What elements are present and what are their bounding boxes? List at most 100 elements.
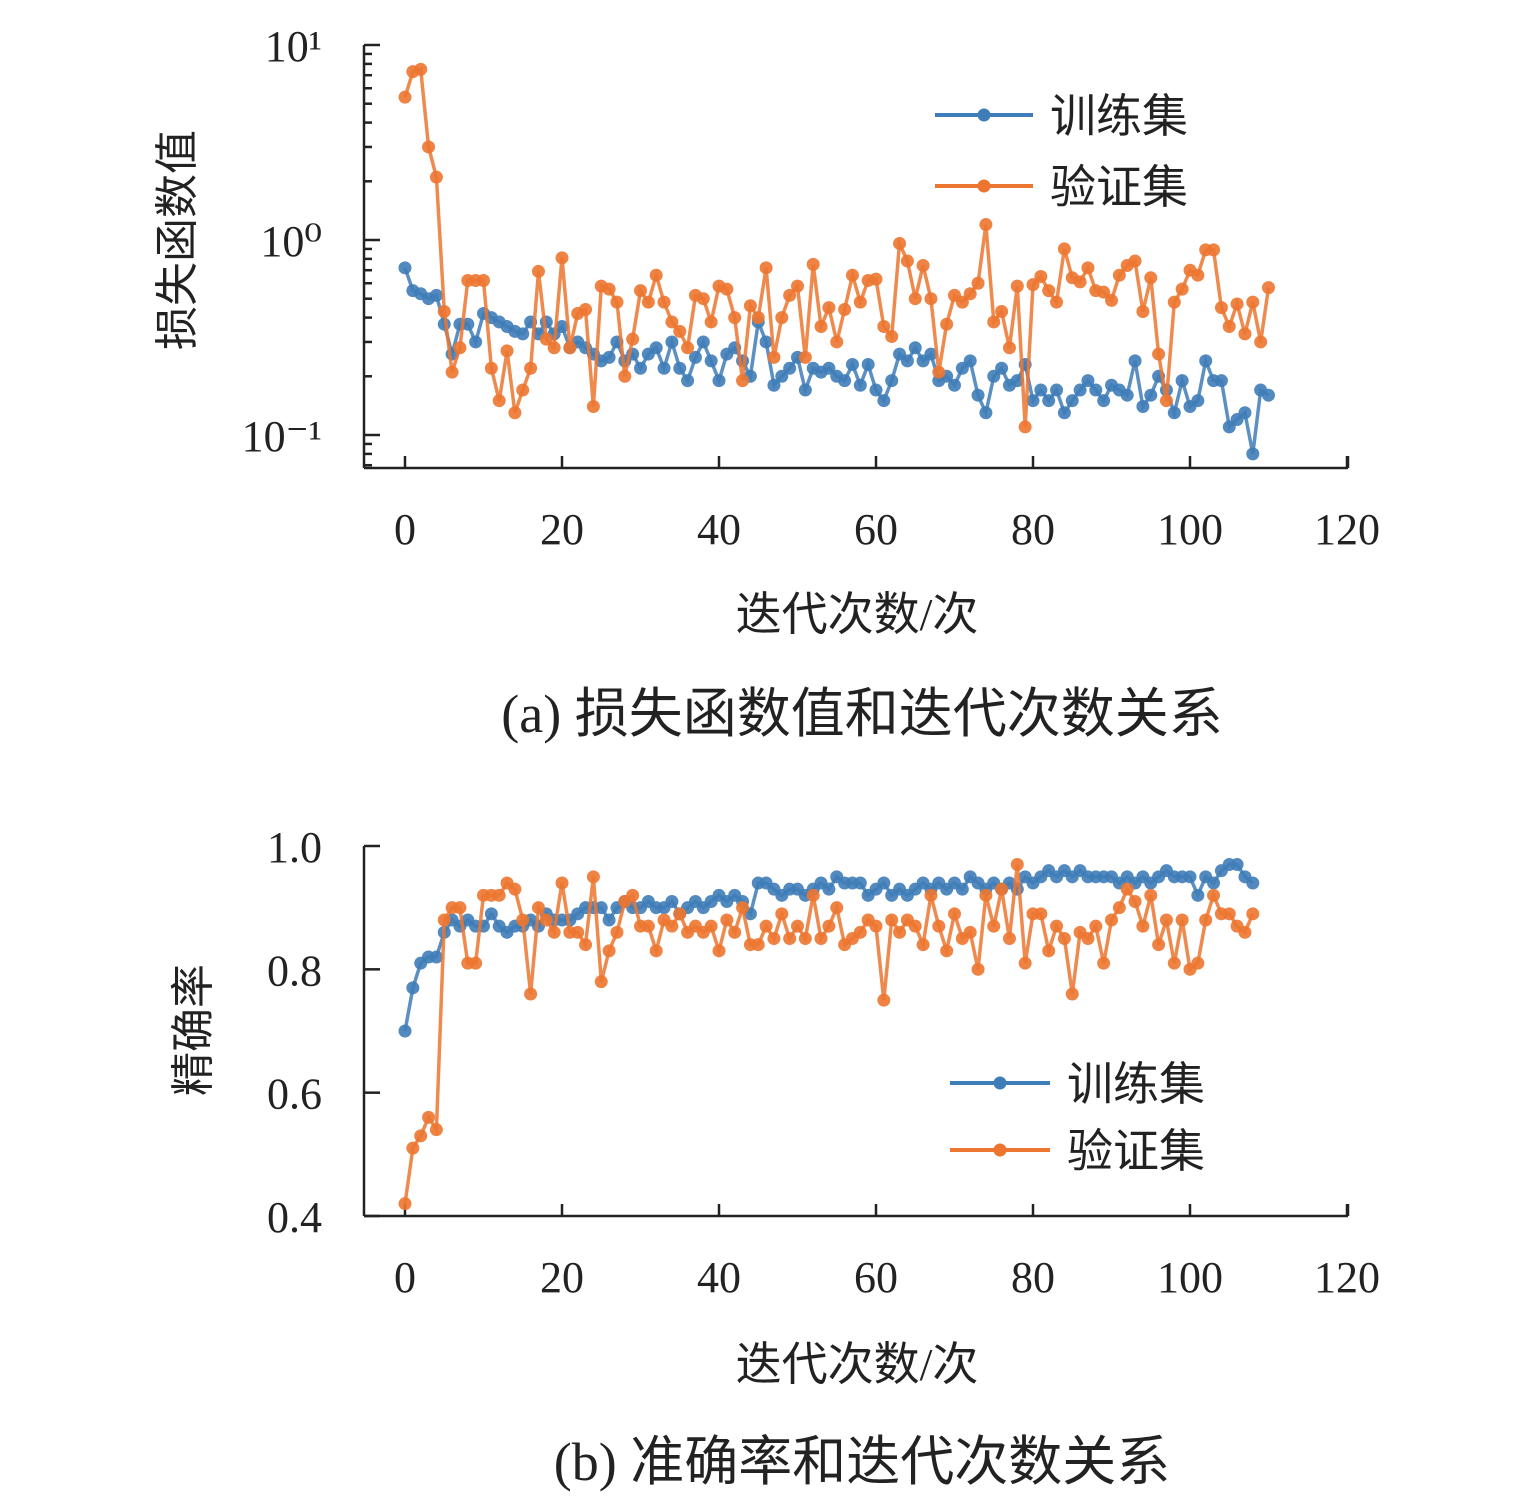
accuracy-data-point: [1159, 913, 1173, 927]
loss-data-point: [728, 311, 742, 325]
loss-data-point: [555, 320, 569, 334]
loss-data-point: [1034, 383, 1048, 397]
loss-data-point: [1262, 388, 1275, 402]
loss-y-axis-label: 损失函数值: [153, 130, 202, 350]
loss-data-point: [1026, 278, 1040, 292]
accuracy-x-tick-label: 0: [394, 1253, 416, 1302]
accuracy-data-point: [641, 919, 655, 933]
loss-data-point: [767, 350, 781, 364]
loss-data-point: [814, 320, 828, 334]
loss-data-point: [429, 170, 443, 184]
accuracy-data-point: [853, 925, 867, 939]
accuracy-data-point: [1230, 858, 1244, 871]
loss-data-point: [1159, 394, 1173, 408]
accuracy-data-point: [1191, 956, 1205, 970]
accuracy-data-point: [1112, 901, 1126, 915]
loss-y-tick-label: 10¹: [265, 22, 322, 71]
loss-data-point: [1222, 320, 1236, 334]
loss-data-point: [1073, 383, 1087, 397]
loss-data-point: [743, 299, 757, 313]
loss-data-point: [445, 365, 459, 379]
loss-data-point: [492, 394, 506, 408]
loss-data-point: [547, 341, 561, 355]
loss-data-point: [1057, 242, 1071, 256]
loss-data-point: [477, 273, 490, 287]
loss-data-point: [1230, 297, 1244, 311]
loss-x-tick-label: 40: [697, 505, 741, 554]
accuracy-data-point: [751, 938, 765, 952]
loss-data-point: [893, 236, 907, 250]
loss-data-point: [524, 361, 538, 375]
accuracy-data-point: [626, 888, 640, 902]
accuracy-data-point: [1010, 858, 1024, 871]
accuracy-data-point: [979, 888, 993, 902]
loss-data-point: [673, 361, 687, 375]
accuracy-caption: (b) 准确率和迭代次数关系: [554, 1432, 1170, 1492]
loss-data-point: [1026, 394, 1040, 408]
accuracy-x-tick-label: 60: [854, 1253, 898, 1302]
accuracy-data-point: [830, 901, 844, 915]
accuracy-data-point: [1105, 913, 1118, 927]
loss-data-point: [900, 354, 914, 368]
loss-data-point: [1112, 268, 1126, 282]
loss-data-point: [673, 324, 687, 338]
loss-data-point: [775, 311, 789, 325]
loss-data-point: [1050, 295, 1064, 309]
accuracy-data-point: [791, 919, 804, 933]
accuracy-data-point: [971, 962, 985, 976]
accuracy-data-point: [1222, 907, 1236, 921]
accuracy-data-point: [1207, 876, 1221, 890]
loss-data-point: [759, 335, 773, 349]
loss-data-point: [1136, 304, 1150, 318]
loss-data-point: [1128, 254, 1142, 268]
accuracy-data-point: [1089, 919, 1103, 933]
loss-data-point: [634, 284, 647, 298]
loss-data-point: [751, 311, 765, 325]
accuracy-data-point: [1034, 907, 1048, 921]
loss-data-point: [696, 292, 710, 306]
loss-data-point: [688, 350, 702, 364]
accuracy-data-point: [932, 919, 946, 933]
loss-data-point: [1057, 406, 1071, 420]
loss-data-point: [626, 332, 640, 346]
accuracy-x-tick-label: 20: [540, 1253, 584, 1302]
accuracy-data-point: [437, 913, 451, 927]
loss-data-point: [853, 295, 867, 309]
loss-data-point: [1050, 383, 1064, 397]
accuracy-data-point: [429, 1123, 443, 1137]
accuracy-data-point: [940, 944, 954, 958]
accuracy-data-point: [1002, 932, 1016, 945]
loss-data-point: [1214, 374, 1228, 388]
loss-data-point: [979, 406, 993, 420]
loss-data-point: [1081, 261, 1095, 275]
loss-data-point: [900, 254, 914, 268]
loss-data-point: [704, 354, 718, 368]
loss-data-point: [712, 374, 726, 388]
accuracy-data-point: [1136, 919, 1150, 933]
loss-data-point: [398, 90, 412, 104]
loss-data-point: [414, 62, 428, 76]
accuracy-data-point: [869, 919, 883, 933]
accuracy-data-point: [406, 981, 420, 995]
accuracy-data-point: [571, 925, 585, 939]
accuracy-data-point: [736, 901, 750, 915]
accuracy-data-point: [822, 919, 836, 933]
loss-data-point: [877, 394, 891, 408]
accuracy-data-point: [1057, 932, 1071, 945]
loss-y-tick-label: 10⁻¹: [242, 412, 322, 461]
loss-data-point: [783, 361, 797, 375]
loss-data-point: [1191, 394, 1205, 408]
loss-data-point: [861, 357, 875, 371]
accuracy-data-point: [783, 932, 797, 945]
loss-x-tick-label: 0: [394, 505, 416, 554]
loss-data-point: [1167, 295, 1181, 309]
loss-data-point: [830, 335, 844, 349]
loss-data-point: [987, 315, 1001, 329]
accuracy-data-point: [775, 907, 789, 921]
loss-data-point: [1081, 374, 1095, 388]
loss-data-point: [1136, 400, 1150, 414]
loss-data-point: [1010, 279, 1024, 293]
loss-data-point: [1167, 406, 1181, 420]
accuracy-data-point: [1167, 956, 1181, 970]
loss-data-point: [516, 383, 530, 397]
